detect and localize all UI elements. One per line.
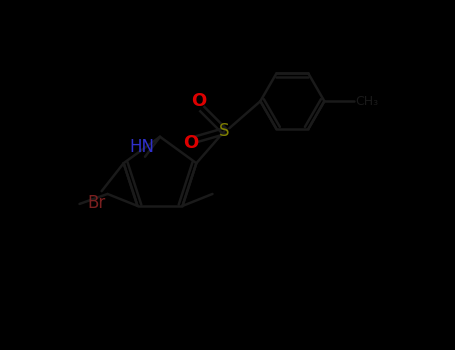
Text: CH₃: CH₃ (355, 95, 378, 108)
Text: HN: HN (130, 138, 155, 156)
Text: O: O (183, 134, 198, 152)
Text: S: S (219, 122, 230, 140)
Text: Br: Br (87, 194, 106, 212)
Text: O: O (191, 92, 206, 110)
